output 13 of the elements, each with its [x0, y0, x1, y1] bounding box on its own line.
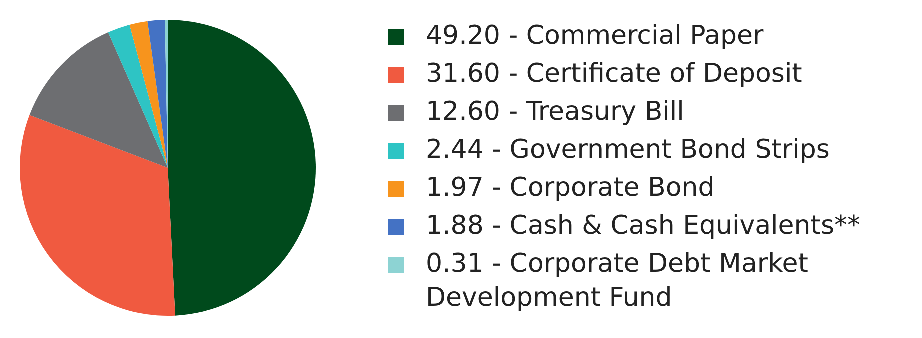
pie-slice — [30, 32, 168, 168]
legend-label: 2.44 - Government Bond Strips — [426, 134, 830, 167]
pie-slice — [148, 20, 168, 168]
pie-slice — [108, 25, 168, 168]
pie-slice — [130, 21, 168, 168]
legend-label: 1.97 - Corporate Bond — [426, 172, 715, 205]
legend-label: 0.31 - Corporate Debt Market Development Fund — [426, 248, 810, 315]
legend-label: 31.60 - Certificate of Deposit — [426, 58, 802, 91]
legend-label: 49.20 - Commercial Paper — [426, 20, 764, 53]
pie-slice — [168, 20, 316, 316]
pie-slice — [20, 115, 176, 316]
legend-label: 12.60 - Treasury Bill — [426, 96, 684, 129]
legend-label: 1.88 - Cash & Cash Equivalents** — [426, 210, 860, 243]
